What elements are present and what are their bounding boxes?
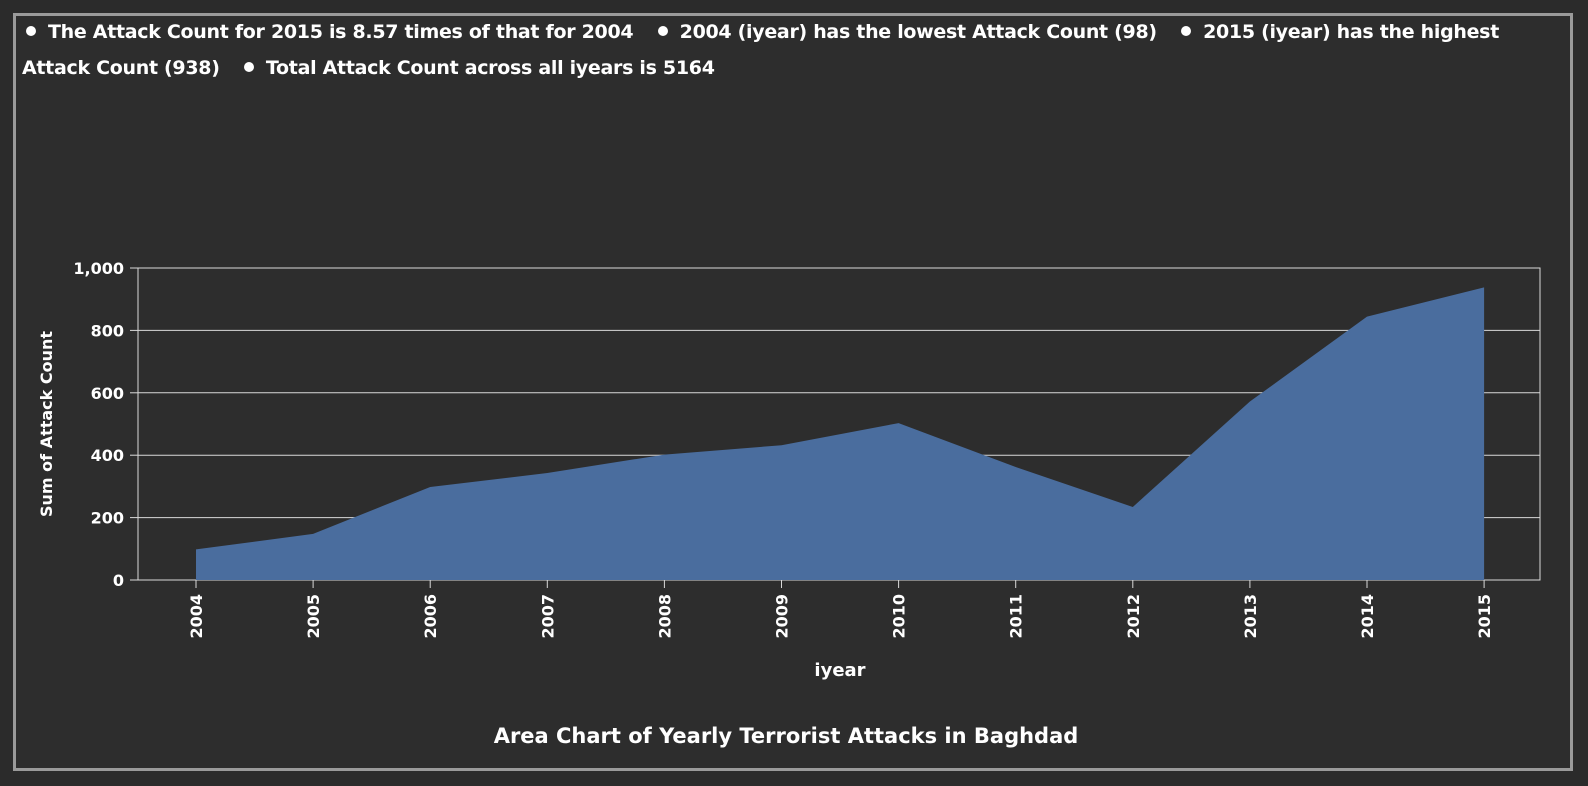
insights-list: The Attack Count for 2015 is 8.57 times …	[22, 14, 1532, 86]
y-tick-label: 400	[91, 446, 124, 465]
insight-item: The Attack Count for 2015 is 8.57 times …	[22, 21, 634, 43]
x-tick-label: 2011	[1007, 594, 1026, 639]
insight-item: Total Attack Count across all iyears is …	[240, 57, 715, 79]
insight-text: Total Attack Count across all iyears is …	[265, 57, 715, 79]
x-tick-label: 2005	[304, 594, 323, 639]
x-tick-label: 2014	[1358, 594, 1377, 639]
x-tick-label: 2015	[1475, 594, 1494, 639]
y-tick-label: 800	[91, 321, 124, 340]
x-axis-label: iyear	[814, 660, 865, 681]
insight-text: The Attack Count for 2015 is 8.57 times …	[48, 21, 634, 43]
x-tick-label: 2009	[773, 594, 792, 639]
y-axis-label: Sum of Attack Count	[37, 331, 56, 517]
chart-title: Area Chart of Yearly Terrorist Attacks i…	[494, 724, 1079, 748]
y-tick-label: 600	[91, 384, 124, 403]
bullet-icon	[26, 26, 36, 36]
axes: 0 200 400 600 800 1,000 2004 2005 2006 2007 2008 20…	[73, 259, 1494, 639]
x-tick-label: 2010	[890, 594, 909, 639]
bullet-icon	[1181, 26, 1192, 36]
x-tick-label: 2007	[538, 594, 557, 639]
y-tick-label: 1,000	[73, 259, 124, 278]
y-tick-label: 200	[91, 509, 124, 528]
x-tick-label: 2008	[655, 594, 674, 639]
x-tick-label: 2006	[421, 594, 440, 639]
insight-text: 2015 (iyear) has the highest Attack Coun…	[22, 21, 1499, 79]
x-tick-label: 2013	[1241, 594, 1260, 639]
x-tick-label: 2004	[187, 594, 206, 639]
insight-text: 2004 (iyear) has the lowest Attack Count…	[679, 21, 1157, 43]
area-series	[196, 287, 1485, 580]
bullet-icon	[243, 62, 254, 72]
bullet-icon	[657, 26, 668, 36]
insight-item: 2015 (iyear) has the highest Attack Coun…	[22, 21, 1499, 79]
insight-item: 2004 (iyear) has the lowest Attack Count…	[654, 21, 1157, 43]
area-fill	[196, 287, 1485, 580]
x-tick-label: 2012	[1124, 594, 1143, 639]
y-tick-label: 0	[113, 571, 124, 590]
